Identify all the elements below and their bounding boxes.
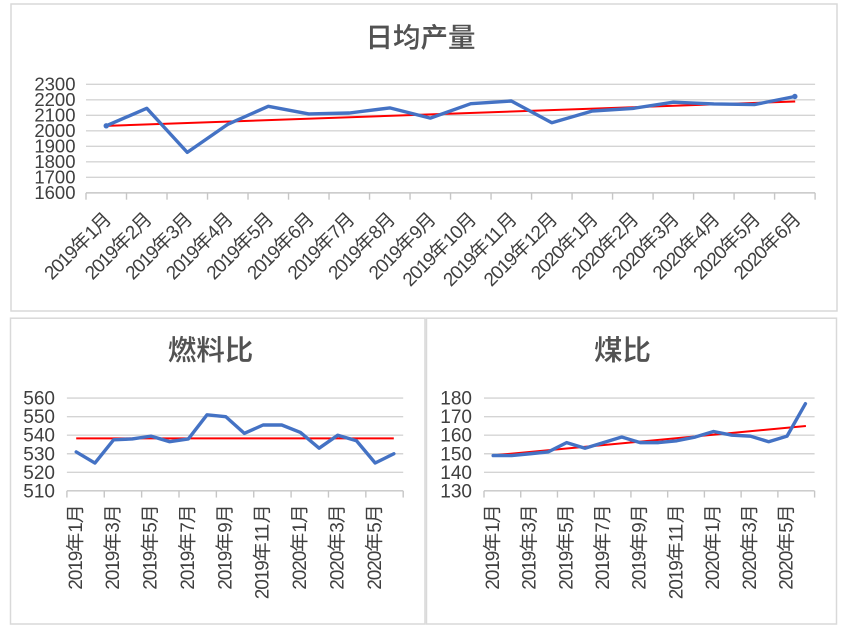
svg-text:2020: 2020 (703, 551, 724, 590)
svg-text:1700: 1700 (34, 167, 75, 188)
svg-text:560: 560 (23, 389, 55, 410)
svg-text:2100: 2100 (34, 105, 75, 126)
svg-text:2019: 2019 (630, 551, 651, 590)
svg-text:180: 180 (440, 389, 472, 410)
svg-text:5: 5 (777, 523, 798, 533)
svg-text:160: 160 (440, 426, 472, 447)
svg-text:5: 5 (556, 523, 577, 533)
svg-text:7: 7 (178, 523, 199, 533)
svg-text:2019: 2019 (103, 551, 124, 590)
svg-text:9: 9 (215, 523, 236, 533)
svg-text:2019: 2019 (178, 551, 199, 590)
svg-text:2020: 2020 (327, 551, 348, 590)
svg-text:520: 520 (23, 463, 55, 484)
svg-text:540: 540 (23, 426, 55, 447)
svg-text:1: 1 (290, 523, 311, 533)
svg-text:2019: 2019 (593, 551, 614, 590)
svg-text:2019: 2019 (141, 551, 162, 590)
svg-text:2019: 2019 (520, 551, 541, 590)
svg-text:2300: 2300 (34, 74, 75, 95)
svg-text:1: 1 (483, 523, 504, 533)
svg-text:3: 3 (103, 523, 124, 533)
svg-text:1900: 1900 (34, 136, 75, 157)
svg-text:2020: 2020 (365, 551, 386, 590)
svg-text:9: 9 (630, 523, 651, 533)
svg-text:170: 170 (440, 407, 472, 428)
svg-text:2019: 2019 (666, 561, 687, 600)
svg-text:510: 510 (23, 481, 55, 502)
svg-text:150: 150 (440, 444, 472, 465)
svg-text:3: 3 (740, 523, 761, 533)
svg-text:2019: 2019 (66, 551, 87, 590)
svg-text:1600: 1600 (34, 182, 75, 203)
svg-text:2020: 2020 (290, 551, 311, 590)
svg-text:1: 1 (66, 523, 87, 533)
svg-text:3: 3 (327, 523, 348, 533)
svg-text:2019: 2019 (556, 551, 577, 590)
svg-text:5: 5 (141, 523, 162, 533)
svg-text:2019: 2019 (215, 551, 236, 590)
svg-text:530: 530 (23, 444, 55, 465)
svg-text:5: 5 (365, 523, 386, 533)
svg-text:140: 140 (440, 463, 472, 484)
svg-text:550: 550 (23, 407, 55, 428)
svg-text:1800: 1800 (34, 151, 75, 172)
svg-text:1: 1 (703, 523, 724, 533)
svg-text:2000: 2000 (34, 120, 75, 141)
svg-text:11: 11 (253, 524, 274, 542)
svg-text:2200: 2200 (34, 89, 75, 110)
svg-text:130: 130 (440, 481, 472, 502)
svg-text:2019: 2019 (253, 561, 274, 600)
svg-text:11: 11 (666, 524, 687, 542)
svg-text:3: 3 (520, 523, 541, 533)
svg-text:7: 7 (593, 523, 614, 533)
svg-text:2020: 2020 (777, 551, 798, 590)
svg-text:2020: 2020 (740, 551, 761, 590)
svg-text:2019: 2019 (483, 551, 504, 590)
